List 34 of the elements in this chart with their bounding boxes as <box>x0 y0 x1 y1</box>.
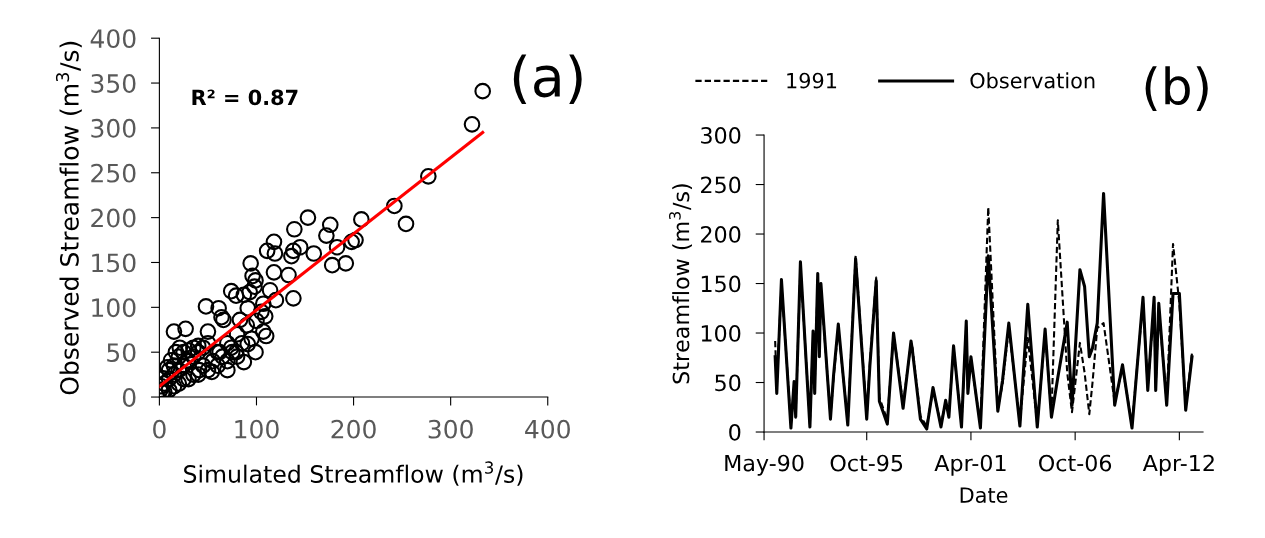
y-tick-label: 250 <box>91 163 136 183</box>
x-tick-label: 200 <box>331 419 376 439</box>
y-tick-label: 300 <box>701 126 741 144</box>
y-tick-label: 50 <box>715 374 741 392</box>
x-tick-label: Apr-01 <box>934 454 1006 476</box>
y-tick-label: 400 <box>90 29 136 49</box>
annotation: R² = 0.87 <box>192 89 298 106</box>
y-tick-label: 200 <box>701 225 741 243</box>
x-tick-label: May-90 <box>725 454 804 476</box>
y-tick-label: 0 <box>122 387 136 407</box>
x-tick-label: 0 <box>153 419 166 439</box>
y-tick-label: 350 <box>91 74 136 93</box>
y-tick-label: 250 <box>701 176 741 194</box>
x-tick-label: 400 <box>525 419 570 439</box>
y-tick-label: 150 <box>701 275 741 293</box>
x-tick-label: Apr-12 <box>1142 454 1214 476</box>
text: (b) <box>1145 66 1208 111</box>
y-tick-label: 50 <box>107 343 136 363</box>
x-tick-label: 100 <box>235 419 279 439</box>
legend-label: 1991 <box>787 72 837 89</box>
y-tick-label: 150 <box>92 253 136 273</box>
annotation: (a) <box>513 54 582 104</box>
x-axis-title: Simulated Streamflow (m$^{3}$/s) <box>184 461 523 486</box>
x-axis-title: Date <box>960 487 1008 503</box>
x-tick-label: 300 <box>428 419 473 439</box>
y-tick-label: 200 <box>91 208 136 228</box>
y-axis-title: Streamflow (m$^{3}$/s) <box>669 184 692 384</box>
y-tick-label: 100 <box>701 324 741 342</box>
y-tick-label: 100 <box>92 298 136 318</box>
x-tick-label: Oct-06 <box>1039 454 1112 472</box>
y-axis-title: Observed Streamflow (m$^{3}$/s) <box>55 41 82 395</box>
x-tick-label: Oct-95 <box>830 454 903 472</box>
y-tick-label: 300 <box>91 118 136 138</box>
legend-label: Observation <box>970 72 1095 89</box>
